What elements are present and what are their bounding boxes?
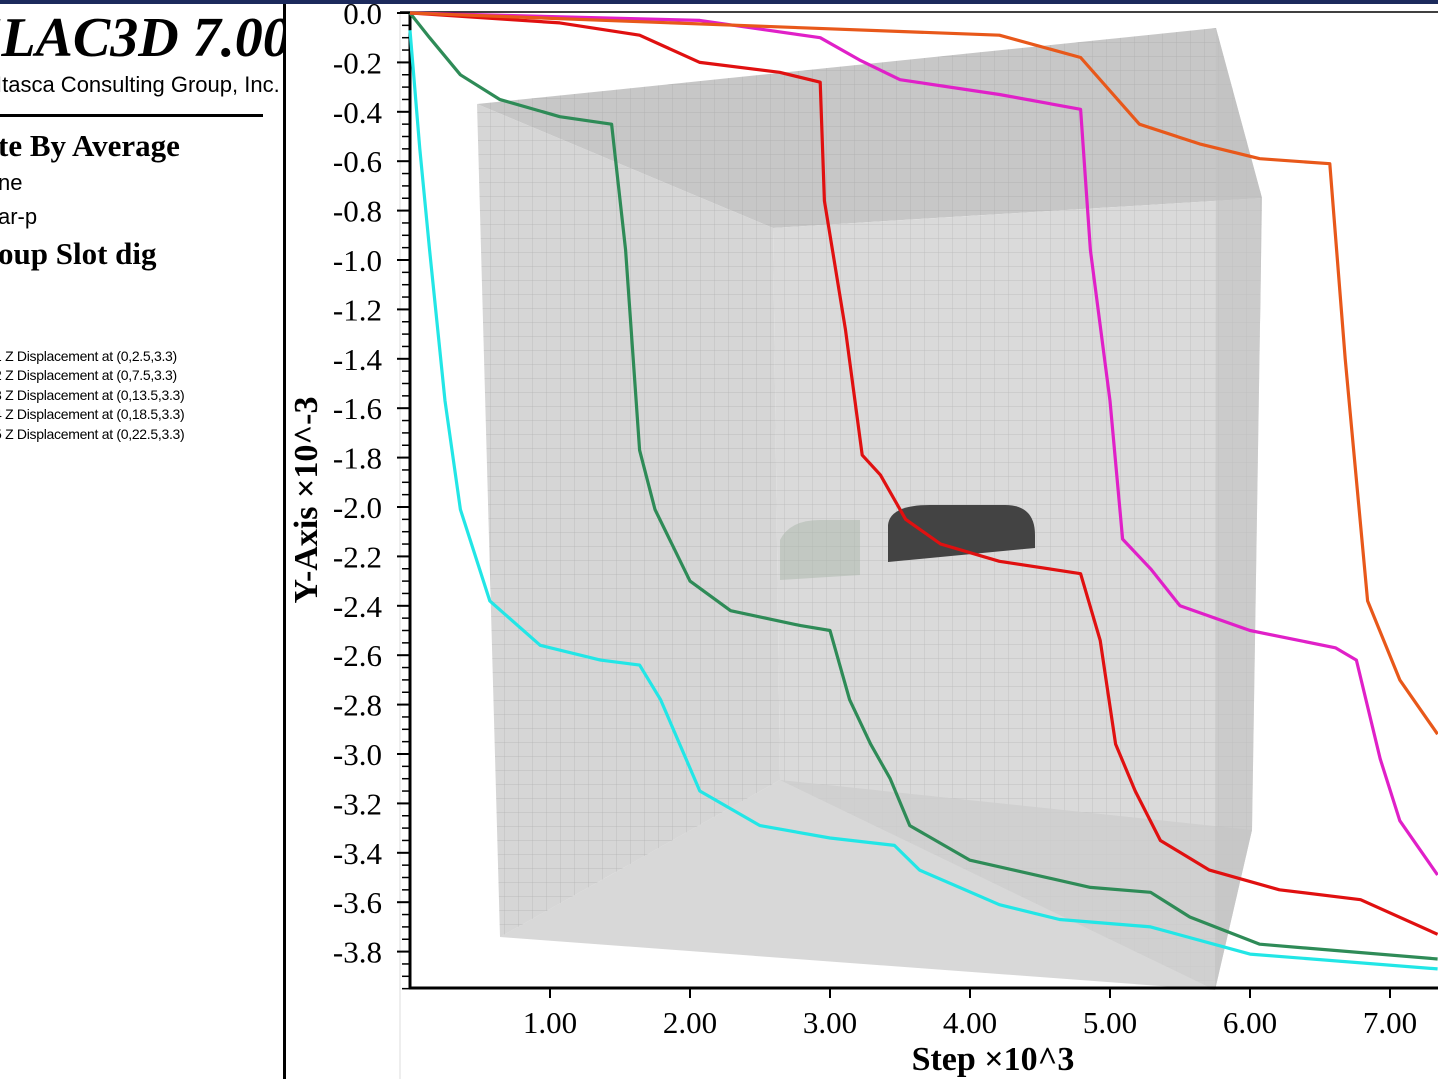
y-tick-label: -2.4 bbox=[333, 589, 383, 624]
legend-entry-4: 4 Z Displacement at (0,18.5,3.3) bbox=[0, 406, 185, 422]
x-tick-label: 6.00 bbox=[1223, 1005, 1277, 1040]
y-tick-label: -1.4 bbox=[333, 342, 383, 377]
legend-entry-5: 5 Z Displacement at (0,22.5,3.3) bbox=[0, 426, 185, 442]
company-name: Itasca Consulting Group, Inc. bbox=[0, 72, 280, 97]
x-tick-label: 2.00 bbox=[663, 1005, 717, 1040]
series-line-2 bbox=[408, 12, 1438, 961]
y-axis-label: Y-Axis ×10^-3 bbox=[288, 397, 325, 604]
y-tick-label: -1.8 bbox=[333, 441, 382, 476]
legend-entry-1: 1 Z Displacement at (0,2.5,3.3) bbox=[0, 348, 177, 364]
x-tick-label: 1.00 bbox=[523, 1005, 577, 1040]
divider bbox=[0, 114, 263, 117]
y-tick-label: -3.6 bbox=[333, 885, 382, 920]
y-tick-label: -0.8 bbox=[333, 194, 382, 229]
axes bbox=[399, 11, 1438, 1079]
y-tick-label: -2.0 bbox=[333, 490, 382, 525]
y-tick-label: -0.2 bbox=[333, 45, 382, 80]
x-tick-label: 4.00 bbox=[943, 1005, 997, 1040]
y-tick-label: -1.6 bbox=[333, 391, 382, 426]
plot-info-heading: te By Average bbox=[0, 128, 180, 163]
y-tick-label: -1.2 bbox=[333, 292, 382, 327]
y-tick-label: -3.8 bbox=[333, 935, 382, 970]
x-tick-label: 5.00 bbox=[1083, 1005, 1137, 1040]
y-tick-label: 0.0 bbox=[343, 4, 382, 31]
legend-panel: FLAC3D 7.00 Itasca Consulting Group, Inc… bbox=[0, 4, 286, 1079]
model-mesh-3d bbox=[477, 28, 1262, 990]
y-tick-label: -0.4 bbox=[333, 95, 383, 130]
x-tick-label: 3.00 bbox=[803, 1005, 857, 1040]
x-tick-label: 7.00 bbox=[1363, 1005, 1417, 1040]
y-tick-label: -3.0 bbox=[333, 737, 382, 772]
y-tick-label: -2.8 bbox=[333, 688, 382, 723]
plot-info-line: ne bbox=[0, 170, 23, 195]
series-line-3 bbox=[409, 11, 1438, 936]
chart: 0.0 -0.2 -0.4 -0.6 -0.8 -1.0 -1.2 -1.4 -1.6 -1.8 -… bbox=[288, 4, 1438, 1079]
y-tick-label: -0.6 bbox=[333, 144, 382, 179]
y-tick-label: -1.0 bbox=[333, 243, 382, 278]
series-line-1 bbox=[408, 30, 1438, 971]
tunnel bbox=[780, 505, 1035, 580]
window-top-border bbox=[0, 0, 1438, 4]
series-line-5 bbox=[409, 11, 1438, 736]
legend-entry-3: 3 Z Displacement at (0,13.5,3.3) bbox=[0, 387, 185, 403]
y-tick-label: -3.4 bbox=[333, 836, 383, 871]
y-tick-label: -3.2 bbox=[333, 786, 382, 821]
series-line-4 bbox=[409, 11, 1438, 876]
y-tick-label: -2.2 bbox=[333, 539, 382, 574]
plot-info-line: ar-p bbox=[0, 204, 38, 229]
group-heading: oup Slot dig bbox=[0, 236, 157, 271]
legend-entry-2: 2 Z Displacement at (0,7.5,3.3) bbox=[0, 367, 177, 383]
app-title: FLAC3D 7.00 bbox=[0, 7, 286, 69]
x-axis-label: Step ×10^3 bbox=[912, 1041, 1075, 1078]
y-tick-label: -2.6 bbox=[333, 638, 382, 673]
